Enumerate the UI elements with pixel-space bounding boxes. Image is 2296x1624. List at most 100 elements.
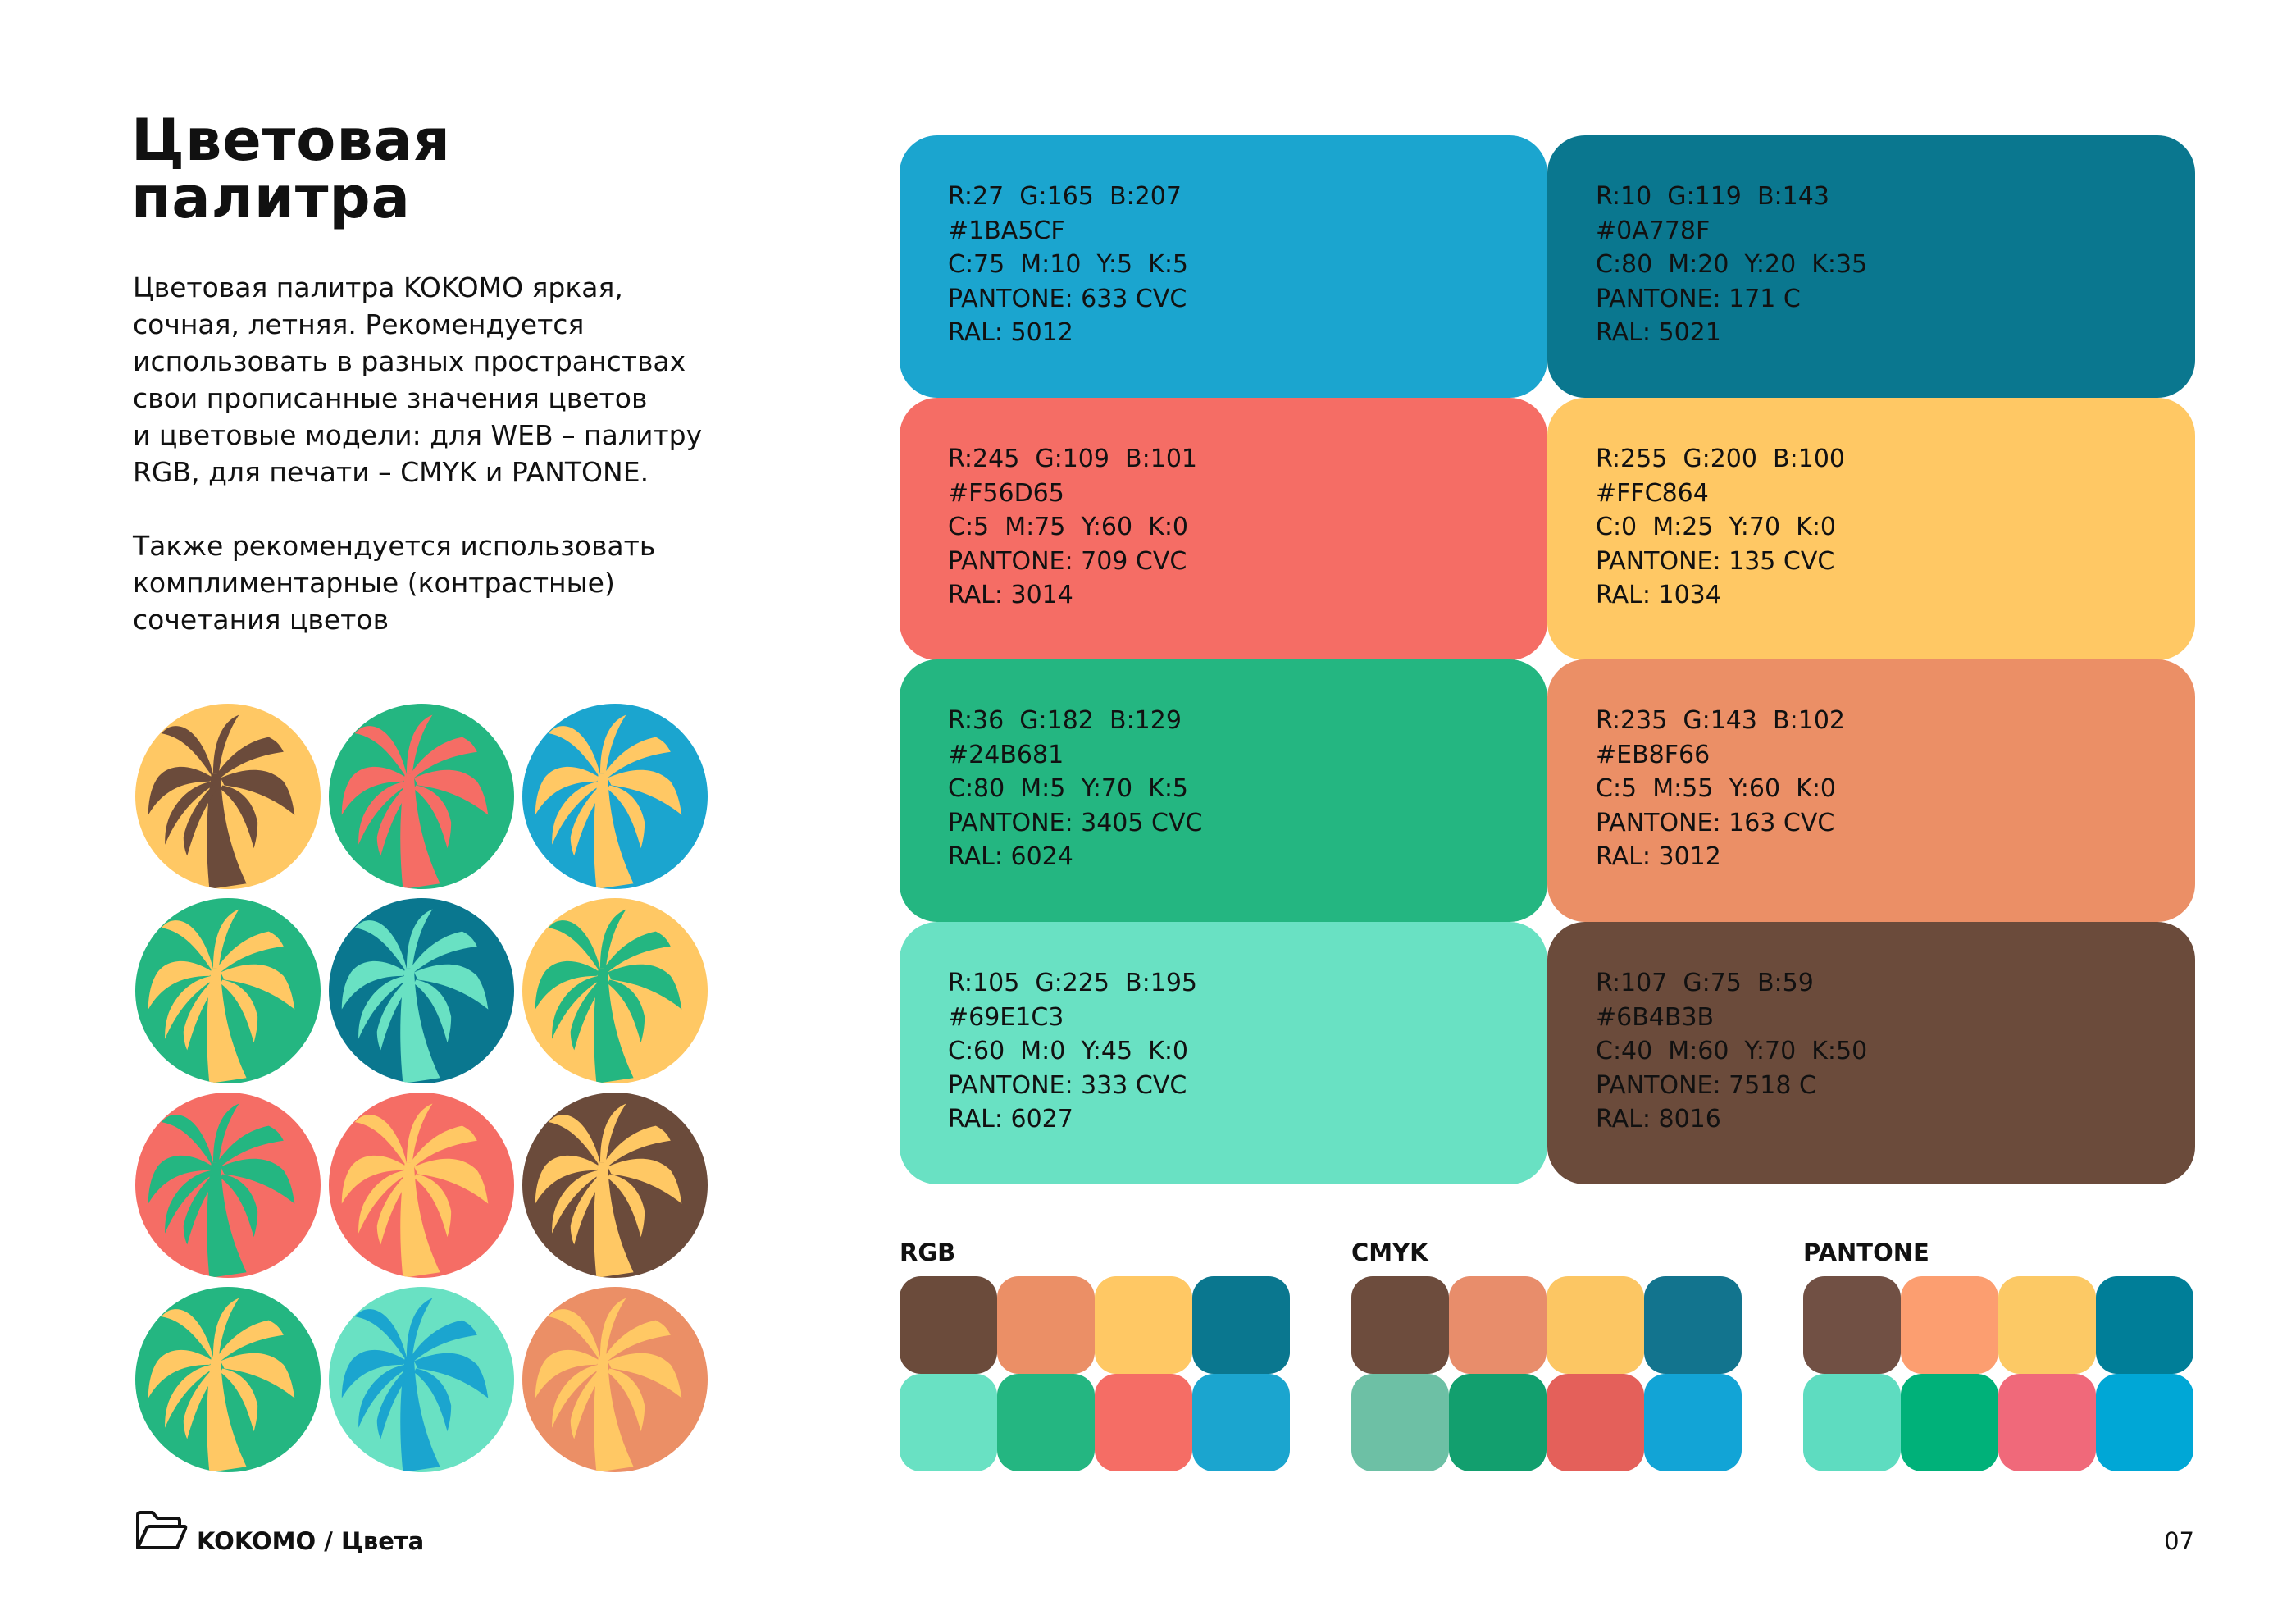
color-value: RAL: 5012	[948, 318, 1073, 347]
text-line: свои прописанные значения цветов	[133, 382, 648, 414]
text-line: Цветовая палитра KOKOMO яркая,	[133, 271, 623, 303]
color-value: R:255 G:200 B:100	[1596, 445, 1845, 473]
folder-icon	[136, 1511, 188, 1549]
color-swatch: R:27 G:165 B:207 #1BA5CF C:75 M:10 Y:5 K:5…	[900, 135, 1547, 398]
color-value: PANTONE: 163 CVC	[1596, 808, 1835, 837]
color-value: PANTONE: 7518 C	[1596, 1070, 1816, 1100]
color-value: RAL: 6027	[948, 1105, 1073, 1134]
color-value: #0A778F	[1596, 216, 1711, 245]
palm-circle-icon	[135, 704, 321, 889]
palette-swatch	[1095, 1276, 1192, 1374]
palette-swatch	[1351, 1276, 1449, 1374]
color-value: R:235 G:143 B:102	[1596, 706, 1845, 735]
palette-swatch	[997, 1374, 1095, 1471]
color-value: C:80 M:5 Y:70 K:5	[948, 774, 1189, 803]
description-paragraph: Цветовая палитра KOKOMO яркая, сочная, л…	[133, 269, 772, 490]
palette-swatch	[1547, 1276, 1644, 1374]
palette-swatch	[1901, 1276, 1998, 1374]
color-value: RAL: 1034	[1596, 581, 1721, 609]
color-value: R:107 G:75 B:59	[1596, 969, 1814, 997]
color-swatch: R:245 G:109 B:101 #F56D65 C:5 M:75 Y:60 K:…	[900, 398, 1547, 660]
palm-circle-icon	[522, 1287, 708, 1472]
palm-circle-icon	[329, 1093, 514, 1278]
breadcrumb: KOKOMO / Цвета	[197, 1527, 425, 1555]
color-value: PANTONE: 171 C	[1596, 284, 1801, 313]
color-value: RAL: 8016	[1596, 1105, 1721, 1134]
palette-swatch	[900, 1276, 997, 1374]
text-line: комплиментарные (контрастные)	[133, 567, 615, 599]
color-value: R:10 G:119 B:143	[1596, 182, 1829, 211]
color-value: C:0 M:25 Y:70 K:0	[1596, 513, 1837, 541]
palm-circle-icon	[135, 1287, 321, 1472]
color-value: R:245 G:109 B:101	[948, 445, 1197, 473]
palette-swatch	[1192, 1276, 1290, 1374]
text-line: сочетания цветов	[133, 604, 390, 636]
palette-swatch	[1644, 1374, 1742, 1471]
color-value: #69E1C3	[948, 1002, 1064, 1032]
color-value: C:75 M:10 Y:5 K:5	[948, 250, 1189, 279]
color-value: RAL: 3012	[1596, 842, 1721, 871]
color-value: C:80 M:20 Y:20 K:35	[1596, 250, 1868, 279]
palette-swatch	[1901, 1374, 1998, 1471]
palette-swatch	[1547, 1374, 1644, 1471]
text-line: использовать в разных пространствах	[133, 345, 686, 377]
color-value: RAL: 3014	[948, 581, 1073, 609]
palm-circle-icon	[522, 898, 708, 1083]
palette-swatch	[2096, 1374, 2194, 1471]
palette-grid	[1803, 1276, 2194, 1471]
description: Цветовая палитра KOKOMO яркая, сочная, л…	[133, 269, 772, 675]
color-swatch: R:107 G:75 B:59 #6B4B3B C:40 M:60 Y:70 K:5…	[1547, 922, 2195, 1184]
color-value: R:27 G:165 B:207	[948, 182, 1182, 211]
palette-label: CMYK	[1351, 1239, 1428, 1266]
text-line: и цветовые модели: для WEB – палитру	[133, 419, 703, 451]
color-value: #1BA5CF	[948, 216, 1065, 245]
palette-swatch	[1449, 1276, 1547, 1374]
palm-circle-icon	[522, 704, 708, 889]
color-value: C:40 M:60 Y:70 K:50	[1596, 1037, 1868, 1065]
page-number: 07	[2164, 1527, 2194, 1555]
color-value: C:5 M:55 Y:60 K:0	[1596, 774, 1837, 803]
color-value: #FFC864	[1596, 478, 1709, 508]
palette-swatch	[1803, 1374, 1901, 1471]
palette-label: RGB	[900, 1239, 956, 1266]
text-line: RGB, для печати – CMYK и PANTONE.	[133, 456, 649, 488]
palm-circle-icon	[329, 704, 514, 889]
title-line: Цветовая	[131, 107, 451, 174]
palette-swatch	[1449, 1374, 1547, 1471]
palette-grid	[1351, 1276, 1742, 1471]
palette-swatch	[997, 1276, 1095, 1374]
color-swatch: R:10 G:119 B:143 #0A778F C:80 M:20 Y:20 K:…	[1547, 135, 2195, 398]
color-value: C:5 M:75 Y:60 K:0	[948, 513, 1189, 541]
palm-circle-icon	[522, 1093, 708, 1278]
color-value: PANTONE: 333 CVC	[948, 1070, 1187, 1100]
palette-label: PANTONE	[1803, 1239, 1929, 1266]
palette-grid	[900, 1276, 1290, 1471]
palette-swatch	[1998, 1374, 2096, 1471]
palette-swatch	[1351, 1374, 1449, 1471]
color-value: PANTONE: 633 CVC	[948, 284, 1187, 313]
palette-swatch	[1192, 1374, 1290, 1471]
color-value: PANTONE: 709 CVC	[948, 546, 1187, 576]
palette-swatch	[1803, 1276, 1901, 1374]
palm-circle-icon	[135, 898, 321, 1083]
color-value: C:60 M:0 Y:45 K:0	[948, 1037, 1189, 1065]
color-swatch: R:235 G:143 B:102 #EB8F66 C:5 M:55 Y:60 K:…	[1547, 659, 2195, 922]
color-value: #F56D65	[948, 478, 1064, 508]
color-value: #EB8F66	[1596, 740, 1711, 769]
palette-swatch	[1095, 1374, 1192, 1471]
palm-circle-icon	[329, 1287, 514, 1472]
text-line: Также рекомендуется использовать	[133, 530, 656, 562]
palette-swatch	[900, 1374, 997, 1471]
color-value: #6B4B3B	[1596, 1002, 1715, 1032]
color-value: R:105 G:225 B:195	[948, 969, 1197, 997]
color-value: PANTONE: 3405 CVC	[948, 808, 1203, 837]
color-value: R:36 G:182 B:129	[948, 706, 1182, 735]
color-value: #24B681	[948, 740, 1064, 769]
color-swatch: R:36 G:182 B:129 #24B681 C:80 M:5 Y:70 K:5…	[900, 659, 1547, 922]
page-title: Цветовая палитра	[131, 112, 451, 226]
description-paragraph: Также рекомендуется использовать комплим…	[133, 527, 772, 638]
color-swatch: R:255 G:200 B:100 #FFC864 C:0 M:25 Y:70 K:…	[1547, 398, 2195, 660]
text-line: сочная, летняя. Рекомендуется	[133, 308, 585, 340]
title-line: палитра	[131, 164, 411, 231]
palm-icon-grid	[135, 704, 708, 1472]
